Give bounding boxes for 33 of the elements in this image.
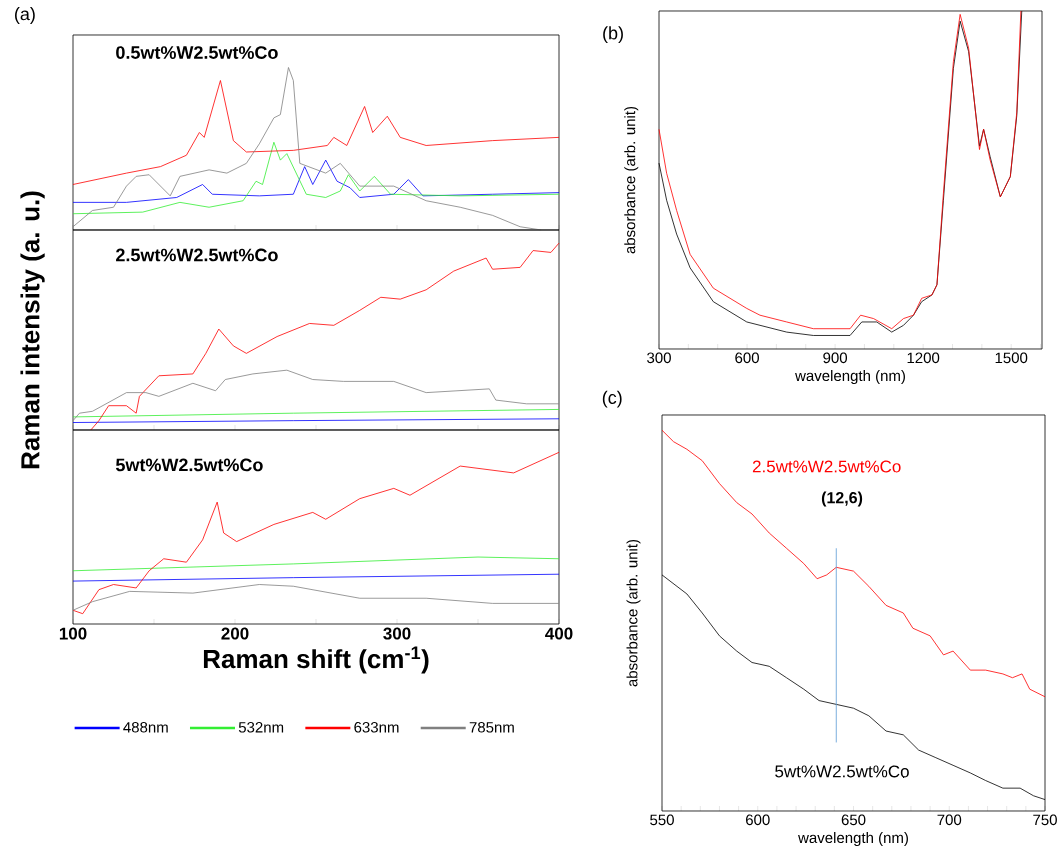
x-tick-label: 100: [59, 627, 87, 640]
x-tick-label: 700: [937, 814, 962, 826]
x-tick-label: 300: [647, 352, 671, 364]
y-axis-title: absorbance (arb. unit): [626, 539, 641, 687]
annotation: (12,6): [821, 491, 863, 507]
x-axis-title: Raman shift (cm$^{-1}$): [203, 646, 429, 674]
annotation: 5wt%W2.5wt%Co: [115, 458, 263, 472]
text: (b): [603, 26, 623, 44]
x-tick-label: 300: [383, 627, 411, 640]
x-tick-label: 400: [545, 627, 573, 640]
x-tick-label: 750: [1033, 814, 1057, 826]
text: (c): [602, 390, 622, 408]
x-tick-label: 650: [841, 814, 866, 826]
x-tick-label: 200: [221, 627, 249, 640]
legend-label: 532nm: [238, 721, 284, 733]
y-axis-title: Raman intensity (a. u.): [20, 191, 45, 469]
x-tick-label: 600: [746, 814, 770, 826]
annotation: 2.5wt%W2.5wt%Co: [116, 248, 278, 262]
legend-label: 785nm: [469, 721, 514, 733]
legend-label: 633nm: [354, 721, 399, 733]
x-axis-title: wavelength (nm): [798, 832, 908, 846]
x-tick-label: 1500: [995, 352, 1028, 364]
x-tick-label: 600: [735, 352, 759, 364]
x-tick-label: 550: [650, 814, 674, 826]
x-axis-title: wavelength (nm): [795, 370, 905, 384]
text: (a): [15, 7, 35, 24]
series-label: 5wt%W2.5wt%Co: [775, 765, 909, 778]
x-tick-label: 1200: [907, 352, 940, 364]
y-axis-title: absorbance (arb. unit): [624, 106, 639, 254]
legend-label: 488nm: [123, 721, 168, 733]
text: 0.5wt%W2.5wt%Co: [116, 46, 278, 59]
series-label: 2.5wt%W2.5wt%Co: [752, 460, 901, 473]
x-tick-label: 900: [823, 352, 848, 364]
